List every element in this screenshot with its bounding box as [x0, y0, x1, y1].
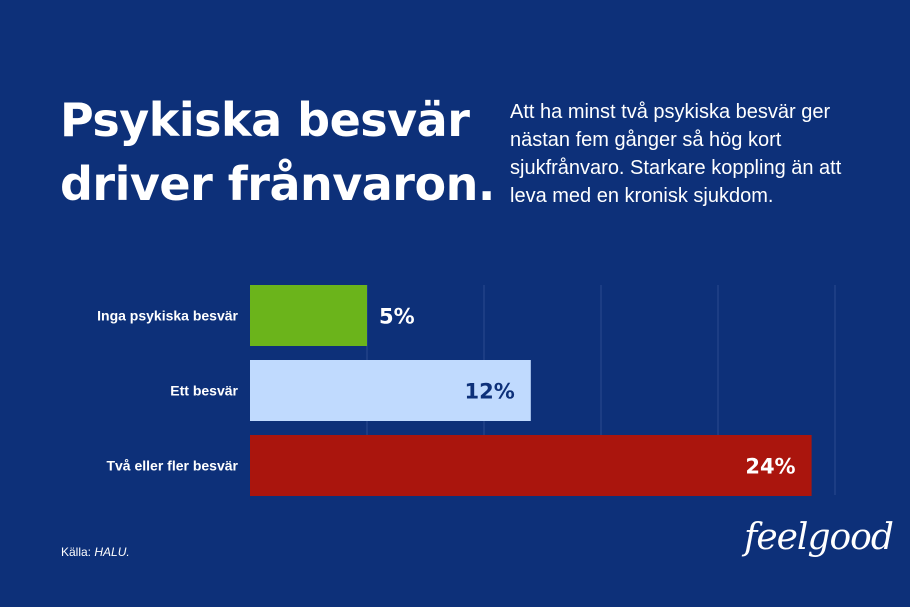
- category-label: Ett besvär: [170, 383, 238, 399]
- source-label: Källa:: [61, 545, 92, 559]
- source-note: Källa: HALU.: [61, 545, 130, 559]
- feelgood-logo: feelgood: [744, 517, 894, 558]
- category-label: Inga psykiska besvär: [97, 308, 238, 324]
- source-value: HALU.: [94, 545, 130, 559]
- value-label: 12%: [465, 380, 515, 404]
- bar-chart: Inga psykiska besvär 5% Ett besvär 12% Två e…: [97, 285, 836, 496]
- value-label: 24%: [745, 455, 795, 479]
- bar: [250, 360, 531, 421]
- page-subtitle: Att ha minst två psykiska besvär ger näs…: [510, 101, 842, 207]
- value-label: 5%: [379, 305, 415, 329]
- page-title: Psykiska besvär driver frånvaron.: [60, 93, 495, 211]
- bar: [250, 435, 812, 496]
- category-label: Två eller fler besvär: [106, 458, 238, 474]
- bar: [250, 285, 367, 346]
